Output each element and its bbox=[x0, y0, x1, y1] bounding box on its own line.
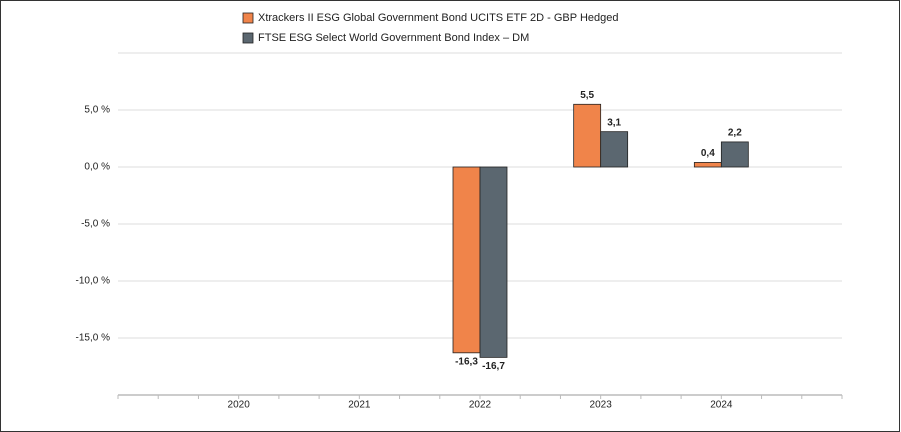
bar bbox=[600, 131, 629, 168]
y-tick-label: -10,0 % bbox=[76, 276, 111, 287]
x-tick-label: 2023 bbox=[590, 400, 613, 411]
y-tick-label: -15,0 % bbox=[76, 333, 111, 344]
x-tick-label: 2020 bbox=[228, 400, 251, 411]
value-label: -16,7 bbox=[482, 361, 505, 372]
value-label: 2,2 bbox=[728, 128, 742, 139]
bar bbox=[479, 166, 508, 358]
bar bbox=[452, 166, 481, 354]
x-tick-label: 2021 bbox=[348, 400, 371, 411]
bar bbox=[693, 162, 722, 168]
value-label: 5,5 bbox=[580, 90, 594, 101]
y-tick-label: 0,0 % bbox=[84, 162, 110, 173]
value-label: 0,4 bbox=[701, 148, 715, 159]
bar bbox=[573, 103, 602, 168]
value-label: -16,3 bbox=[455, 356, 478, 367]
legend-swatch bbox=[242, 32, 254, 44]
legend-swatch bbox=[242, 12, 254, 24]
x-tick-label: 2024 bbox=[710, 400, 733, 411]
y-tick-label: 5,0 % bbox=[84, 105, 110, 116]
x-tick-label: 2022 bbox=[469, 400, 492, 411]
y-tick-label: -5,0 % bbox=[81, 219, 110, 230]
legend-label: Xtrackers II ESG Global Government Bond … bbox=[258, 12, 619, 24]
value-label: 3,1 bbox=[607, 117, 621, 128]
bar bbox=[720, 141, 749, 168]
legend-label: FTSE ESG Select World Government Bond In… bbox=[258, 32, 529, 44]
